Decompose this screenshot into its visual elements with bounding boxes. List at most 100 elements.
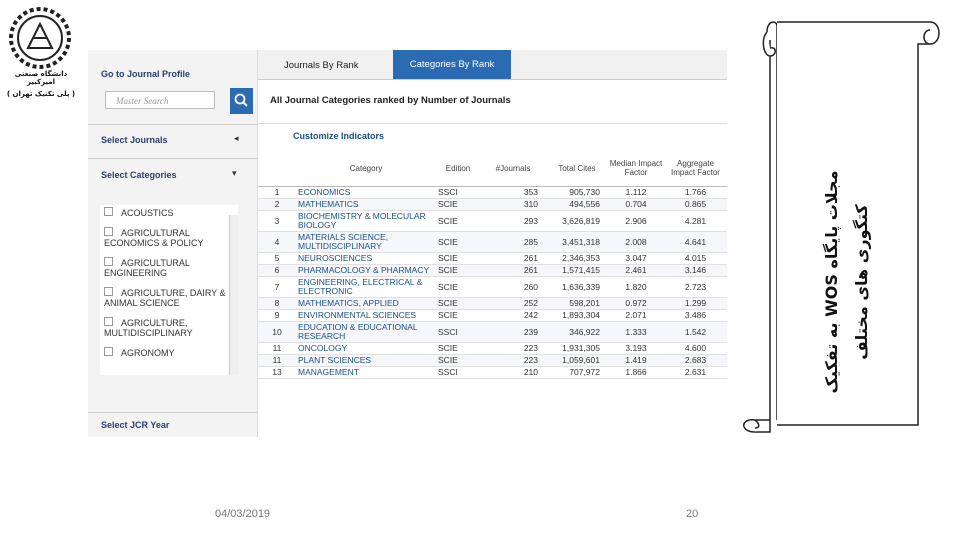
category-link[interactable]: EDUCATION & EDUCATIONAL RESEARCH xyxy=(296,321,436,343)
category-link[interactable]: PHARMACOLOGY & PHARMACY xyxy=(296,264,436,277)
table-cell: 9 xyxy=(258,309,296,322)
table-cell: 4.281 xyxy=(664,210,727,232)
table-cell: 1.333 xyxy=(608,321,664,343)
table-row: 11 PLANT SCIENCES SCIE 223 1,059,601 1.419 2.6… xyxy=(258,354,727,367)
table-cell: 261 xyxy=(480,264,546,277)
table-cell: 285 xyxy=(480,231,546,253)
table-cell: 2.906 xyxy=(608,210,664,232)
table-row: 10 EDUCATION & EDUCATIONAL RESEARCH SSCI 23… xyxy=(258,321,727,343)
category-item: ACOUSTICS xyxy=(104,207,238,218)
column-header: Edition xyxy=(436,150,480,187)
table-cell: 1,059,601 xyxy=(546,354,608,367)
logo-line: ( پلی تکنیک تهران ) xyxy=(6,90,76,98)
table-cell: 8 xyxy=(258,297,296,310)
collapse-arrow[interactable]: ◂ xyxy=(234,133,239,143)
category-link[interactable]: NEUROSCIENCES xyxy=(296,252,436,265)
category-link[interactable]: ENVIRONMENTAL SCIENCES xyxy=(296,309,436,322)
table-cell: 3.486 xyxy=(664,309,727,322)
category-link[interactable]: MANAGEMENT xyxy=(296,366,436,379)
category-link[interactable]: ENGINEERING, ELECTRICAL & ELECTRONIC xyxy=(296,276,436,298)
table-cell: SCIE xyxy=(436,210,480,232)
category-item: AGRICULTURE, MULTIDISCIPLINARY xyxy=(104,317,238,338)
category-link[interactable]: PLANT SCIENCES xyxy=(296,354,436,367)
checkbox[interactable] xyxy=(104,227,113,236)
column-header: Median Impact Factor xyxy=(608,150,664,187)
tab-active[interactable]: Categories By Rank xyxy=(393,50,511,79)
table-row: 3 BIOCHEMISTRY & MOLECULAR BIOLOGY SCIE 293… xyxy=(258,210,727,232)
column-header: Total Cites xyxy=(546,150,608,187)
category-item: AGRICULTURE, DAIRY & ANIMAL SCIENCE xyxy=(104,287,238,308)
category-link[interactable]: BIOCHEMISTRY & MOLECULAR BIOLOGY xyxy=(296,210,436,232)
table-cell: SCIE xyxy=(436,354,480,367)
select-journals[interactable]: Select Journals xyxy=(101,135,168,145)
table-cell: 598,201 xyxy=(546,297,608,310)
table-cell: SSCI xyxy=(436,321,480,343)
table-cell: 239 xyxy=(480,321,546,343)
category-list: ACOUSTICS AGRICULTURAL ECONOMICS & POLICY… xyxy=(100,205,238,375)
table-cell: SSCI xyxy=(436,366,480,379)
checkbox[interactable] xyxy=(104,207,113,216)
separator xyxy=(88,158,257,159)
separator xyxy=(258,123,727,124)
table-cell: 2.071 xyxy=(608,309,664,322)
table-cell: 1,571,415 xyxy=(546,264,608,277)
table-cell: 2 xyxy=(258,198,296,211)
category-link[interactable]: ECONOMICS xyxy=(296,186,436,199)
table-cell: 4.600 xyxy=(664,342,727,355)
logo-text: دانشگاه صنعتی امیرکبیر ( پلی تکنیک تهران… xyxy=(0,70,82,98)
expand-arrow[interactable]: ▾ xyxy=(232,168,237,178)
table-cell: 2.723 xyxy=(664,276,727,298)
table-cell: 293 xyxy=(480,210,546,232)
table-cell: 1.766 xyxy=(664,186,727,199)
logo-emblem xyxy=(9,7,71,69)
customize-link[interactable]: Customize Indicators xyxy=(293,131,385,141)
checkbox[interactable] xyxy=(104,347,113,356)
category-table: Category Edition #Journals Total Cites Media… xyxy=(258,150,727,379)
table-cell: 353 xyxy=(480,186,546,199)
search-input[interactable]: Master Search xyxy=(105,91,215,109)
category-label: AGRICULTURAL ECONOMICS & POLICY xyxy=(104,228,204,248)
main-panel: Journals By Rank Categories By Rank All … xyxy=(258,50,727,437)
table-cell: 223 xyxy=(480,354,546,367)
footer-date: 04/03/2019 xyxy=(215,508,271,520)
select-year[interactable]: Select JCR Year xyxy=(101,420,170,430)
table-cell: 3.193 xyxy=(608,342,664,355)
table-cell: 223 xyxy=(480,342,546,355)
table-cell: 1.112 xyxy=(608,186,664,199)
category-link[interactable]: MATHEMATICS xyxy=(296,198,436,211)
column-header: #Journals xyxy=(480,150,546,187)
table-row: 5 NEUROSCIENCES SCIE 261 2,346,353 3.047 4.015 xyxy=(258,252,727,265)
table-cell: 4.015 xyxy=(664,252,727,265)
category-item: AGRICULTURAL ENGINEERING xyxy=(104,257,238,278)
category-link[interactable]: MATHEMATICS, APPLIED xyxy=(296,297,436,310)
table-cell: 1.299 xyxy=(664,297,727,310)
title-line: مجلات پایگاه WOS به تفکیک xyxy=(822,170,841,394)
table-cell: SCIE xyxy=(436,297,480,310)
search-button[interactable] xyxy=(230,88,253,114)
table-cell: 310 xyxy=(480,198,546,211)
tab[interactable]: Journals By Rank xyxy=(284,60,359,71)
category-item: AGRICULTURAL ECONOMICS & POLICY xyxy=(104,227,238,248)
category-link[interactable]: MATERIALS SCIENCE, MULTIDISCIPLINARY xyxy=(296,231,436,253)
scrollbar[interactable] xyxy=(229,215,239,375)
checkbox[interactable] xyxy=(104,287,113,296)
table-cell: 905,730 xyxy=(546,186,608,199)
heading: All Journal Categories ranked by Number … xyxy=(270,95,511,106)
table-cell: 1,893,304 xyxy=(546,309,608,322)
table-cell: 210 xyxy=(480,366,546,379)
checkbox[interactable] xyxy=(104,257,113,266)
table-cell: 1.820 xyxy=(608,276,664,298)
select-categories[interactable]: Select Categories xyxy=(101,170,177,180)
table-row: 4 MATERIALS SCIENCE, MULTIDISCIPLINARY SCI… xyxy=(258,231,727,253)
table-cell: 13 xyxy=(258,366,296,379)
table-row: 2 MATHEMATICS SCIE 310 494,556 0.704 0.865 xyxy=(258,198,727,211)
table-row: 1 ECONOMICS SSCI 353 905,730 1.112 1.766 xyxy=(258,186,727,199)
category-item: AGRONOMY xyxy=(104,347,238,358)
table-cell: 7 xyxy=(258,276,296,298)
table-cell: SSCI xyxy=(436,186,480,199)
category-link[interactable]: ONCOLOGY xyxy=(296,342,436,355)
table-cell: 1.542 xyxy=(664,321,727,343)
checkbox[interactable] xyxy=(104,317,113,326)
